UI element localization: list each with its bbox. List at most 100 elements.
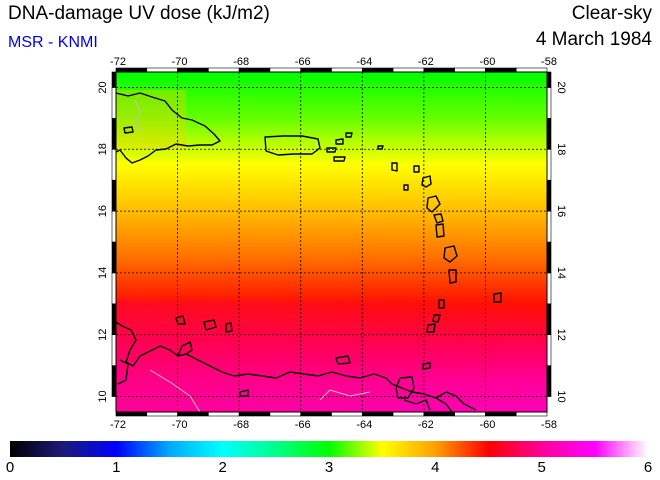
barbados <box>493 292 502 303</box>
top-border-segment <box>392 67 425 73</box>
hispaniola-inner-border <box>134 99 143 134</box>
bottom-border-segment <box>485 411 517 417</box>
map-outline <box>115 71 548 413</box>
bottom-border-segment <box>208 411 240 417</box>
curacao <box>203 319 217 331</box>
top-border-segment <box>238 67 271 73</box>
top-longitude-label: -66 <box>295 56 311 68</box>
right-border-segment <box>546 71 552 88</box>
right-latitude-label: 18 <box>555 143 567 155</box>
guadeloupe-east <box>426 195 441 213</box>
left-border-segment <box>111 118 117 150</box>
bottom-border-segment <box>238 411 271 417</box>
left-border-segment <box>111 272 117 305</box>
colorbar-tick-label: 6 <box>643 459 653 476</box>
bottom-longitude-label: -70 <box>172 419 188 431</box>
colorbar-tick-label: 3 <box>324 459 334 476</box>
hispaniola-coast <box>116 92 221 164</box>
top-border-segment <box>423 67 455 73</box>
top-border-segment <box>454 67 486 73</box>
orinoco-delta <box>403 399 431 411</box>
tobago <box>422 362 431 370</box>
virgin-islands <box>335 132 353 145</box>
top-longitude-label: -68 <box>233 56 249 68</box>
left-border-segment <box>111 179 117 212</box>
colorbar-tick-label: 0 <box>5 459 15 476</box>
bottom-border-segment <box>515 411 548 417</box>
bottom-border-segment <box>423 411 455 417</box>
left-latitude-label: 10 <box>97 390 109 402</box>
top-longitude-label: -58 <box>541 56 557 68</box>
bottom-longitude-label: -68 <box>233 419 249 431</box>
top-longitude-label: -70 <box>172 56 188 68</box>
st-vincent <box>438 299 445 309</box>
bottom-longitude-label: -60 <box>479 419 495 431</box>
venezuela-inner-border <box>149 369 371 412</box>
bottom-border-segment <box>454 411 486 417</box>
bottom-longitude-label: -72 <box>110 419 126 431</box>
right-border-segment <box>546 210 552 243</box>
left-latitude-label: 20 <box>97 81 109 93</box>
bottom-longitude-label: -64 <box>356 419 372 431</box>
top-border-segment <box>146 67 178 73</box>
left-border-segment <box>111 241 117 274</box>
top-border-segment <box>115 67 148 73</box>
axis-tick-labels: -72 -72 -70 -70 -68 -68 -66 -66 -64 -64 -62 -62 -60 -… <box>97 56 567 431</box>
left-border-segment <box>111 71 117 88</box>
colorbar-tick-label: 5 <box>537 459 546 476</box>
tortuga-island <box>239 389 249 397</box>
guyana-coast <box>435 391 477 411</box>
top-border-segment <box>208 67 240 73</box>
top-border-segment <box>331 67 363 73</box>
vieques-island <box>326 147 337 153</box>
right-latitude-label: 10 <box>555 390 567 402</box>
bottom-border-segment <box>177 411 209 417</box>
bottom-longitude-label: -62 <box>418 419 434 431</box>
top-border-segment <box>269 67 302 73</box>
right-latitude-label: 14 <box>555 267 567 279</box>
top-border-segment <box>300 67 332 73</box>
top-longitude-label: -64 <box>356 56 372 68</box>
right-border-segment <box>546 179 552 212</box>
guadeloupe <box>421 175 432 188</box>
paraguana-peninsula <box>177 341 193 357</box>
date-label: 4 March 1984 <box>535 29 652 50</box>
map-border-bars <box>111 67 552 417</box>
left-border-segment <box>111 210 117 243</box>
trinidad <box>395 376 415 399</box>
southern-high-dose-patch <box>116 300 547 412</box>
left-border-segment <box>111 87 117 119</box>
bonaire <box>225 322 233 333</box>
left-latitude-label: 14 <box>97 267 109 279</box>
right-border-segment <box>546 365 552 397</box>
bottom-border-segment <box>115 411 148 417</box>
right-latitude-label: 16 <box>555 205 567 217</box>
right-border-segment <box>546 334 552 366</box>
right-border-segment <box>546 241 552 274</box>
bottom-border-segment <box>146 411 178 417</box>
top-longitude-label: -60 <box>479 56 495 68</box>
coastlines <box>116 92 502 412</box>
left-latitude-label: 12 <box>97 329 109 341</box>
right-border-segment <box>546 272 552 305</box>
top-border-segment <box>361 67 394 73</box>
right-border-segment <box>546 148 552 181</box>
source-label: MSR - KNMI <box>8 34 98 51</box>
saona-island <box>123 126 134 134</box>
left-border-segment <box>111 365 117 397</box>
aruba <box>175 315 186 325</box>
sky-condition-label: Clear-sky <box>571 3 652 24</box>
map-frame <box>116 72 547 412</box>
right-border-segment <box>546 303 552 336</box>
colorbar-tick-label: 1 <box>112 459 121 476</box>
bottom-border-segment <box>331 411 363 417</box>
left-latitude-label: 16 <box>97 205 109 217</box>
left-border-segment <box>111 148 117 181</box>
martinique <box>443 245 458 263</box>
maracaibo-lake <box>117 359 129 385</box>
dominica <box>433 213 444 224</box>
top-border-segment <box>177 67 209 73</box>
hispaniola-high-dose-patch <box>116 90 186 150</box>
montserrat <box>403 184 409 191</box>
left-border-segment <box>111 303 117 336</box>
